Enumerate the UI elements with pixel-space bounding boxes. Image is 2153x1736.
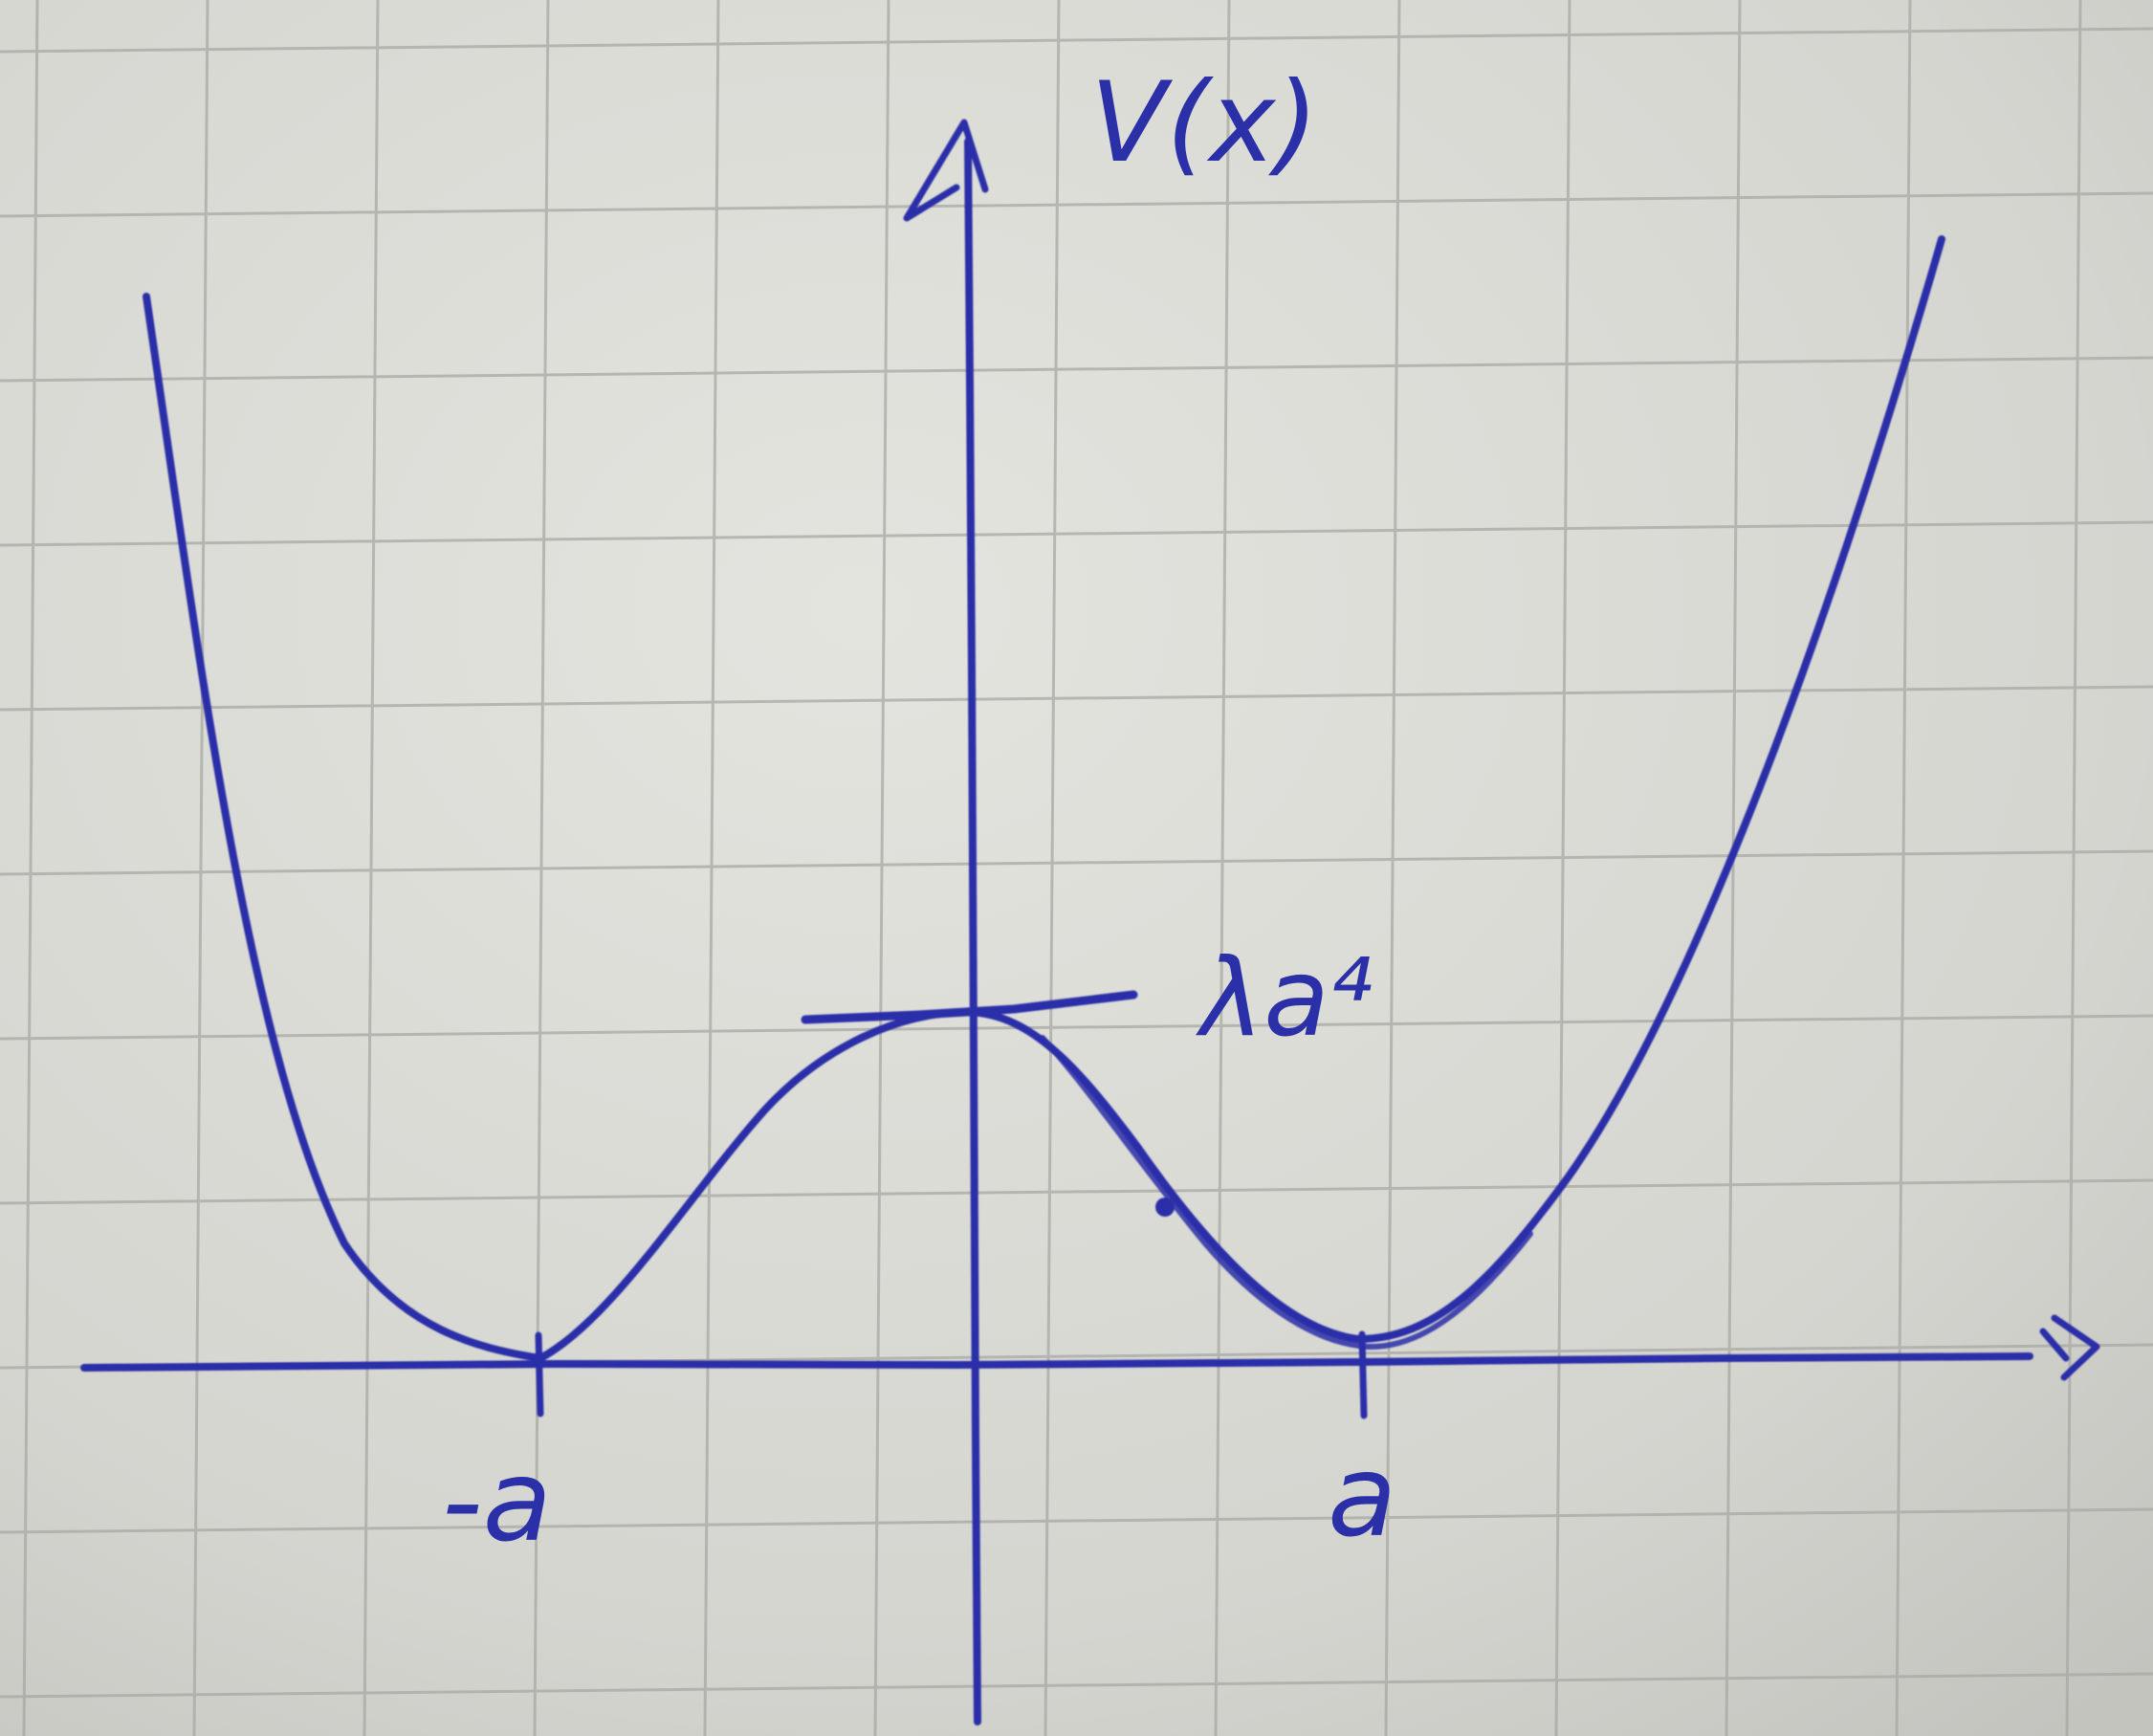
ink-blot (1155, 1198, 1175, 1217)
grid-line-horizontal (0, 191, 2153, 218)
y-axis (964, 138, 981, 1725)
grid-line-vertical (873, 0, 890, 1736)
grid-line-vertical (362, 0, 380, 1736)
grid-line-horizontal (0, 27, 2153, 54)
right-minimum-label: a (1328, 1430, 1396, 1562)
grid-line-vertical (1214, 0, 1231, 1736)
grid-line-vertical (22, 0, 39, 1736)
grid-line-vertical (1725, 0, 1742, 1736)
grid-line-horizontal (0, 520, 2153, 547)
grid-line-vertical (2065, 0, 2082, 1736)
grid-line-horizontal (0, 356, 2153, 383)
grid-line-vertical (192, 0, 209, 1736)
grid-line-vertical (1044, 0, 1061, 1736)
x-axis (80, 1352, 2033, 1372)
grid-line-horizontal (0, 849, 2153, 876)
grid-line-horizontal (0, 1507, 2153, 1534)
grid-line-horizontal (0, 1178, 2153, 1205)
left-minimum-label: -a (442, 1435, 552, 1567)
y-axis-label: V(x) (1090, 58, 1319, 187)
barrier-height-label: λa⁴ (1196, 936, 1373, 1061)
grid-line-horizontal (0, 1014, 2153, 1041)
grid-line-vertical (1554, 0, 1571, 1736)
grid-line-vertical (1384, 0, 1401, 1736)
potential-curve (143, 235, 1945, 1362)
grid-line-vertical (1895, 0, 1912, 1736)
potential-curve-overstroke (1040, 1035, 1533, 1351)
tick-minus-a (535, 1331, 544, 1417)
y-axis-arrowhead (903, 119, 989, 222)
x-axis-arrowhead (2039, 1314, 2100, 1381)
grid-line-horizontal (0, 1672, 2153, 1699)
